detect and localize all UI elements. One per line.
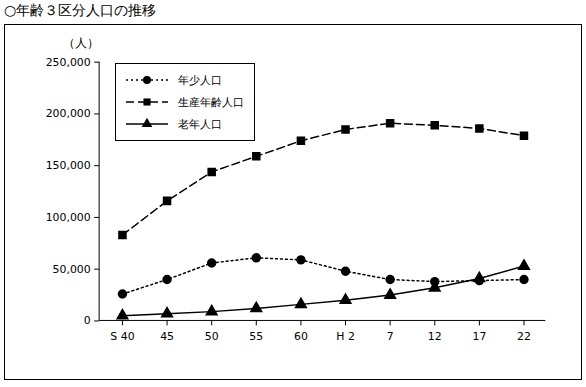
html-text:年少人口: 年少人口 [178, 73, 222, 87]
svg-text:250,000: 250,000 [46, 56, 91, 69]
html-text:老年人口: 老年人口 [178, 117, 222, 131]
svg-text:60: 60 [294, 330, 308, 343]
svg-text:12: 12 [428, 330, 442, 343]
svg-text:100,000: 100,000 [46, 211, 91, 224]
svg-text:17: 17 [472, 330, 486, 343]
svg-text:7: 7 [387, 330, 394, 343]
svg-text:50,000: 50,000 [53, 263, 91, 276]
svg-text:22: 22 [517, 330, 531, 343]
html-text:生産年齢人口: 生産年齢人口 [178, 95, 244, 109]
svg-text:55: 55 [249, 330, 263, 343]
svg-text:200,000: 200,000 [46, 107, 91, 120]
svg-text:50: 50 [205, 330, 219, 343]
svg-text:150,000: 150,000 [46, 159, 91, 172]
svg-text:45: 45 [160, 330, 174, 343]
html-text:（人）: （人） [63, 36, 99, 50]
svg-text:H 2: H 2 [336, 330, 355, 343]
svg-text:0: 0 [84, 314, 91, 327]
svg-text:S 40: S 40 [110, 330, 134, 343]
html-text:○年齢３区分人口の推移: ○年齢３区分人口の推移 [4, 2, 157, 18]
